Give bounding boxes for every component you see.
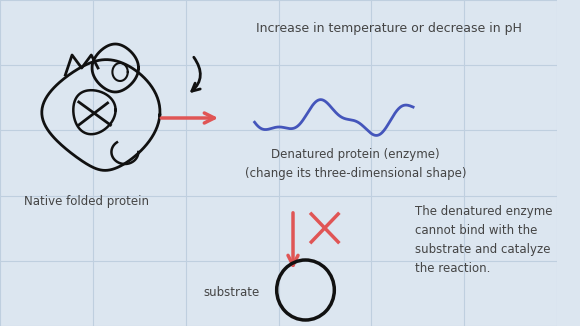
- Text: substrate: substrate: [203, 286, 259, 299]
- Text: Native folded protein: Native folded protein: [24, 195, 149, 208]
- Text: Denatured protein (enzyme)
(change its three-dimensional shape): Denatured protein (enzyme) (change its t…: [245, 148, 466, 180]
- Text: Increase in temperature or decrease in pH: Increase in temperature or decrease in p…: [256, 22, 522, 35]
- Text: The denatured enzyme
cannot bind with the
substrate and catalyze
the reaction.: The denatured enzyme cannot bind with th…: [415, 205, 553, 275]
